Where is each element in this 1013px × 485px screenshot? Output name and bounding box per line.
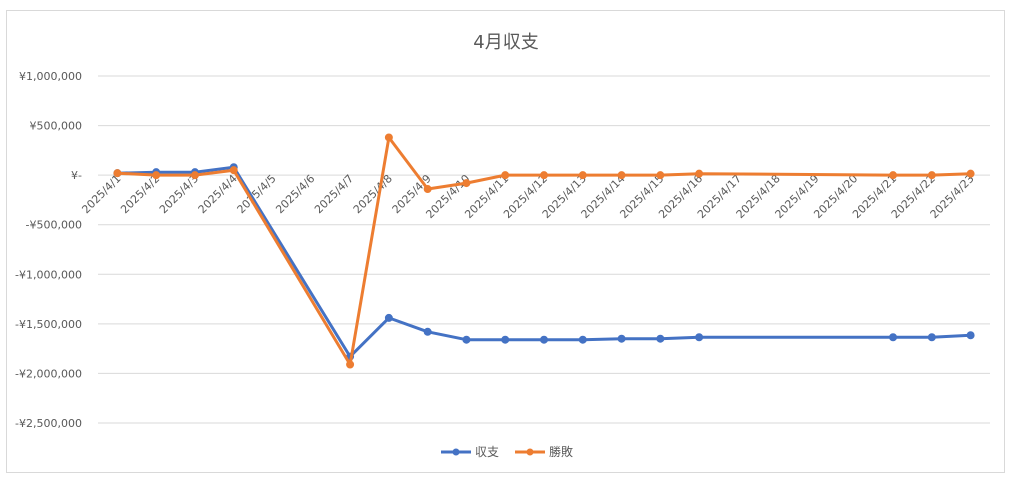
data-point bbox=[927, 333, 936, 342]
y-tick-label: -¥2,500,000 bbox=[15, 417, 82, 430]
data-point bbox=[617, 171, 626, 180]
y-tick-label: ¥- bbox=[71, 169, 82, 182]
data-point bbox=[190, 171, 199, 180]
y-tick-label: -¥1,500,000 bbox=[15, 318, 82, 331]
y-tick-label: -¥500,000 bbox=[26, 219, 82, 232]
data-point bbox=[540, 335, 548, 344]
data-point bbox=[656, 334, 665, 343]
y-tick-label: ¥500,000 bbox=[30, 120, 83, 133]
data-point bbox=[152, 171, 161, 180]
x-tick-label: 2025/4/1 bbox=[79, 172, 123, 216]
y-tick-label: -¥1,000,000 bbox=[15, 268, 82, 281]
data-point bbox=[540, 171, 548, 180]
legend-swatch-marker bbox=[526, 448, 534, 456]
data-point bbox=[113, 169, 122, 178]
data-point bbox=[617, 334, 626, 343]
data-point bbox=[966, 331, 975, 340]
data-point bbox=[695, 169, 704, 178]
data-point bbox=[501, 335, 510, 344]
data-point bbox=[927, 171, 936, 180]
data-point bbox=[462, 179, 471, 188]
data-point bbox=[578, 171, 587, 180]
x-tick-label: 2025/4/7 bbox=[312, 172, 356, 216]
data-point bbox=[889, 171, 898, 180]
data-point bbox=[346, 360, 355, 369]
data-point bbox=[656, 171, 665, 180]
y-axis-ticks: ¥1,000,000 ¥500,000 ¥- -¥500,000 -¥1,000,000… bbox=[15, 70, 82, 430]
data-point bbox=[966, 169, 975, 178]
data-point bbox=[889, 333, 898, 342]
gridlines bbox=[98, 75, 990, 424]
chart-title: 4月収支 bbox=[473, 32, 538, 53]
data-point bbox=[423, 185, 432, 194]
line-chart: 4月収支 ¥1,000,000 ¥500,000 ¥- -¥500,000 -¥1,00… bbox=[15, 32, 990, 459]
data-point bbox=[578, 335, 587, 344]
y-tick-label: ¥1,000,000 bbox=[19, 70, 82, 83]
legend-swatch-marker bbox=[452, 448, 460, 456]
data-point bbox=[423, 327, 432, 336]
y-tick-label: -¥2,000,000 bbox=[15, 367, 82, 380]
data-point bbox=[384, 133, 393, 142]
data-point bbox=[501, 171, 510, 180]
data-point bbox=[462, 335, 471, 344]
data-point bbox=[384, 313, 393, 322]
x-axis-ticks: 2025/4/12025/4/22025/4/32025/4/42025/4/5… bbox=[79, 172, 976, 221]
legend: 収支 勝敗 bbox=[441, 444, 573, 459]
data-point bbox=[695, 333, 704, 342]
x-tick-label: 2025/4/6 bbox=[273, 172, 317, 216]
x-tick-label: 2025/4/8 bbox=[351, 172, 395, 216]
legend-label: 収支 bbox=[475, 445, 499, 459]
series-lines bbox=[113, 133, 975, 369]
legend-label: 勝敗 bbox=[549, 444, 573, 459]
chart-frame: 4月収支 ¥1,000,000 ¥500,000 ¥- -¥500,000 -¥1,00… bbox=[6, 10, 1005, 473]
data-point bbox=[229, 166, 238, 175]
x-tick-label: 2025/4/4 bbox=[196, 172, 240, 216]
